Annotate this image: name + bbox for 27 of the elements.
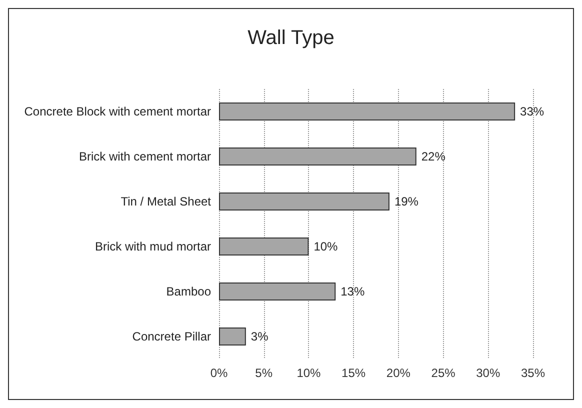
y-tick-label: Brick with cement mortar	[78, 150, 211, 164]
data-label: 19%	[394, 194, 419, 208]
y-tick-label: Bamboo	[166, 284, 212, 298]
bar	[219, 102, 516, 120]
x-tick-label: 15%	[342, 366, 366, 380]
y-tick-label: Brick with mud mortar	[94, 240, 211, 254]
x-tick-label: 25%	[431, 366, 456, 380]
y-tick-label: Concrete Block with cement mortar	[24, 104, 211, 118]
data-label: 13%	[340, 284, 365, 298]
data-label: 10%	[314, 240, 338, 254]
chart-title: Wall Type	[248, 27, 334, 49]
bar	[219, 192, 390, 210]
bar	[219, 328, 246, 346]
bar	[219, 148, 416, 166]
y-tick-label: Tin / Metal Sheet	[120, 194, 212, 208]
x-tick-label: 5%	[255, 366, 273, 380]
bar	[219, 282, 336, 300]
x-tick-label: 30%	[476, 366, 500, 380]
x-tick-label: 20%	[386, 366, 411, 380]
data-label: 3%	[250, 330, 269, 344]
x-tick-label: 10%	[296, 366, 322, 380]
x-tick-label: 35%	[520, 366, 546, 380]
data-label: 33%	[520, 104, 544, 118]
x-tick-label: 0%	[210, 366, 228, 380]
bar	[219, 238, 309, 256]
y-tick-label: Concrete Pillar	[132, 330, 211, 344]
data-label: 22%	[421, 150, 446, 164]
